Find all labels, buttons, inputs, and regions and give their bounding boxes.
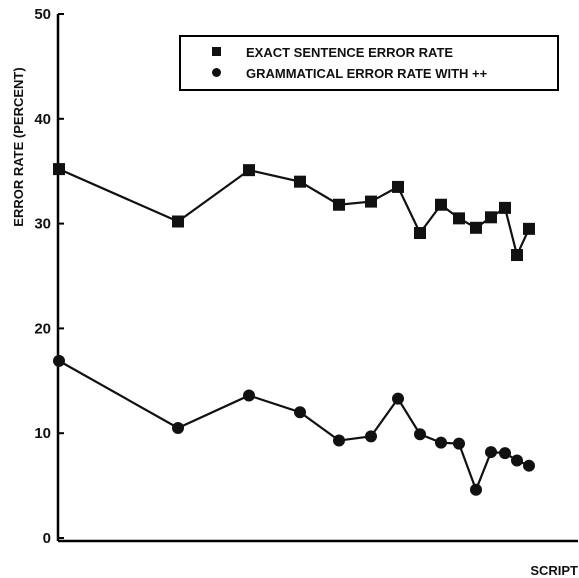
legend-marker-circle [212, 68, 221, 77]
point-square [414, 227, 426, 240]
point-circle [499, 447, 511, 460]
point-square [294, 175, 306, 188]
point-square [511, 249, 523, 262]
y-tick-label: 30 [34, 216, 51, 233]
y-tick-label: 40 [34, 111, 51, 128]
y-axis-label: ERROR RATE (PERCENT) [11, 67, 26, 226]
point-circle [172, 421, 184, 434]
point-square [435, 198, 447, 211]
point-circle [392, 392, 404, 405]
point-circle [523, 459, 535, 472]
point-circle [294, 406, 306, 419]
point-square [243, 164, 255, 177]
point-circle [333, 434, 345, 447]
point-circle [53, 354, 65, 367]
y-tick-label: 20 [34, 320, 51, 337]
point-square [499, 201, 511, 214]
point-square [333, 198, 345, 211]
point-circle [243, 389, 255, 402]
point-circle [453, 437, 465, 450]
point-circle [511, 454, 523, 467]
point-square [485, 211, 497, 224]
point-square [365, 195, 377, 208]
legend-box [179, 35, 559, 91]
y-tick-label: 50 [34, 6, 51, 23]
y-tick-label: 0 [43, 530, 51, 547]
point-circle [414, 428, 426, 441]
point-circle [470, 483, 482, 496]
point-square [392, 180, 404, 193]
series-line-grammatical [58, 359, 530, 493]
point-circle [435, 436, 447, 449]
point-circle [485, 446, 497, 459]
point-square [453, 212, 465, 225]
y-ticks: 0 10 20 30 40 50 [34, 6, 64, 547]
series-layer [53, 163, 535, 496]
legend: EXACT SENTENCE ERROR RATE GRAMMATICAL ER… [179, 35, 559, 91]
point-square [53, 163, 65, 176]
point-square [172, 215, 184, 228]
legend-entry-grammatical: GRAMMATICAL ERROR RATE WITH ++ [246, 66, 488, 81]
x-axis-label: SCRIPT [530, 563, 578, 578]
legend-entry-exact-sentence: EXACT SENTENCE ERROR RATE [246, 45, 453, 60]
point-circle [365, 430, 377, 443]
y-tick-label: 10 [34, 425, 51, 442]
point-square [523, 222, 535, 235]
point-square [470, 221, 482, 234]
legend-marker-square [212, 47, 221, 56]
